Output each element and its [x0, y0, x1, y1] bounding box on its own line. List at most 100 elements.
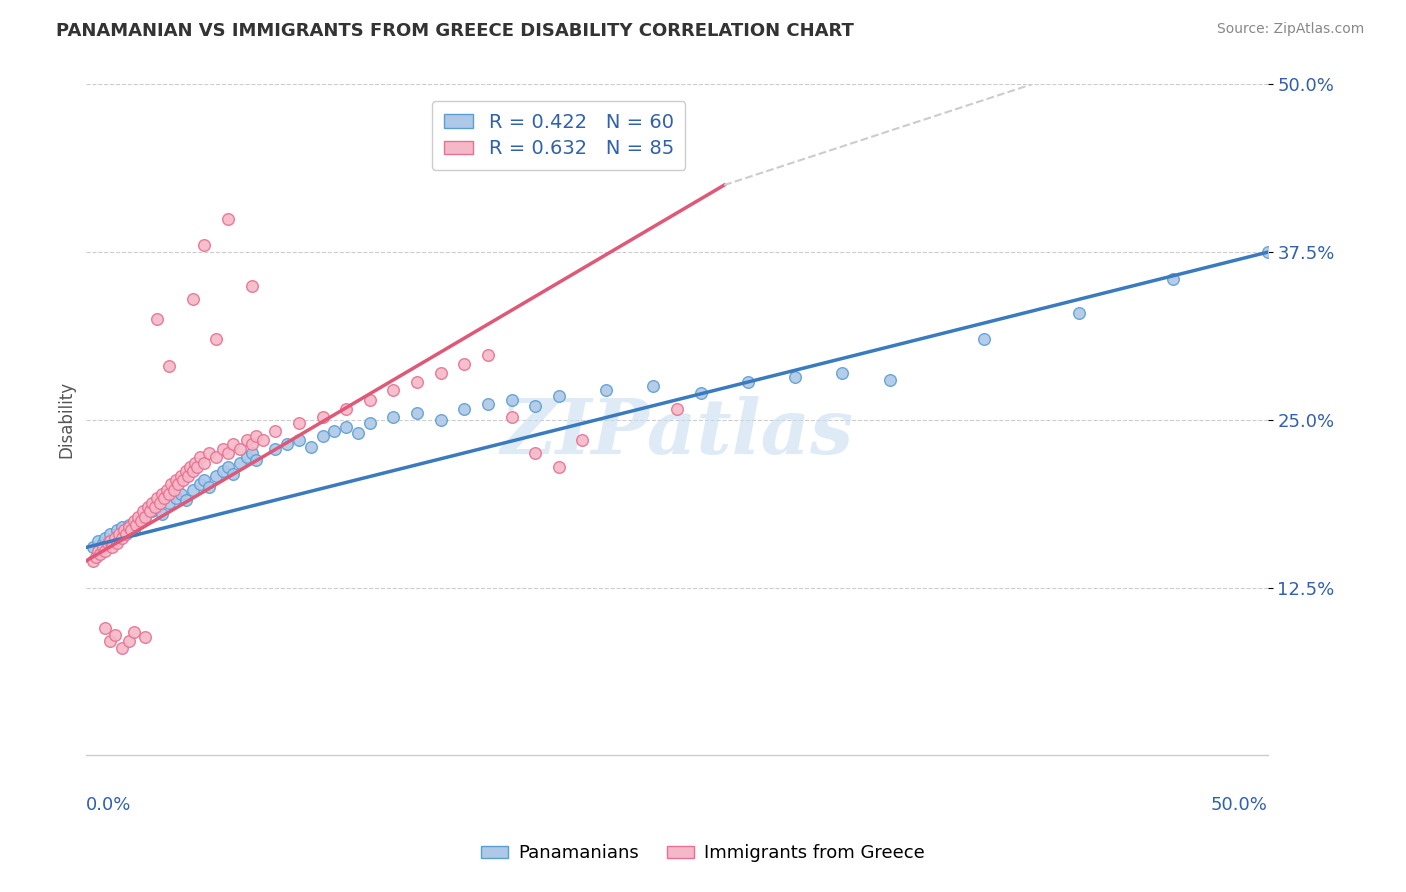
- Text: 50.0%: 50.0%: [1211, 796, 1268, 814]
- Point: [129, 514, 152, 528]
- Point: [188, 450, 211, 465]
- Point: [94, 531, 117, 545]
- Point: [146, 312, 169, 326]
- Point: [139, 504, 162, 518]
- Point: [150, 486, 173, 500]
- Point: [91, 541, 114, 555]
- Text: Source: ZipAtlas.com: Source: ZipAtlas.com: [1216, 22, 1364, 37]
- Point: [205, 332, 228, 346]
- Point: [595, 384, 617, 398]
- Point: [547, 459, 569, 474]
- Point: [382, 384, 405, 398]
- Point: [501, 410, 523, 425]
- Point: [222, 467, 245, 481]
- Point: [118, 517, 141, 532]
- Point: [148, 496, 170, 510]
- Point: [122, 624, 145, 639]
- Point: [127, 514, 149, 528]
- Point: [179, 459, 201, 474]
- Point: [112, 527, 135, 541]
- Point: [229, 442, 252, 457]
- Point: [156, 483, 179, 497]
- Point: [547, 389, 569, 403]
- Point: [222, 437, 245, 451]
- Point: [101, 541, 124, 555]
- Point: [973, 332, 995, 346]
- Point: [335, 402, 357, 417]
- Point: [153, 491, 176, 505]
- Point: [82, 554, 104, 568]
- Point: [453, 402, 475, 417]
- Point: [193, 456, 215, 470]
- Point: [108, 527, 131, 541]
- Point: [136, 500, 159, 515]
- Point: [212, 442, 235, 457]
- Point: [229, 456, 252, 470]
- Legend: R = 0.422   N = 60, R = 0.632   N = 85: R = 0.422 N = 60, R = 0.632 N = 85: [432, 101, 686, 170]
- Point: [188, 477, 211, 491]
- Text: ZIPatlas: ZIPatlas: [501, 396, 853, 470]
- Point: [104, 627, 127, 641]
- Point: [84, 549, 107, 564]
- Point: [111, 640, 134, 655]
- Point: [165, 491, 187, 505]
- Point: [132, 504, 155, 518]
- Point: [501, 392, 523, 407]
- Point: [359, 392, 381, 407]
- Point: [146, 500, 169, 515]
- Point: [122, 514, 145, 528]
- Point: [785, 370, 807, 384]
- Point: [89, 547, 111, 561]
- Point: [264, 424, 287, 438]
- Point: [335, 419, 357, 434]
- Point: [359, 416, 381, 430]
- Point: [276, 437, 298, 451]
- Point: [205, 469, 228, 483]
- Point: [94, 621, 117, 635]
- Point: [141, 504, 163, 518]
- Point: [105, 523, 128, 537]
- Point: [184, 456, 207, 470]
- Point: [198, 480, 221, 494]
- Point: [118, 520, 141, 534]
- Point: [134, 509, 156, 524]
- Point: [240, 437, 263, 451]
- Point: [181, 483, 204, 497]
- Point: [118, 634, 141, 648]
- Point: [205, 450, 228, 465]
- Point: [146, 491, 169, 505]
- Point: [98, 634, 121, 648]
- Point: [737, 376, 759, 390]
- Point: [524, 400, 547, 414]
- Point: [406, 406, 429, 420]
- Point: [193, 238, 215, 252]
- Point: [831, 366, 853, 380]
- Point: [82, 541, 104, 555]
- Point: [127, 509, 149, 524]
- Point: [125, 517, 148, 532]
- Point: [120, 523, 142, 537]
- Point: [94, 544, 117, 558]
- Point: [245, 429, 267, 443]
- Point: [163, 483, 186, 497]
- Point: [157, 359, 180, 374]
- Point: [217, 446, 239, 460]
- Point: [134, 509, 156, 524]
- Point: [165, 473, 187, 487]
- Text: 0.0%: 0.0%: [86, 796, 132, 814]
- Point: [879, 373, 901, 387]
- Point: [87, 533, 110, 548]
- Point: [217, 211, 239, 226]
- Point: [104, 533, 127, 548]
- Point: [141, 496, 163, 510]
- Point: [382, 410, 405, 425]
- Point: [240, 446, 263, 460]
- Point: [105, 536, 128, 550]
- Point: [174, 493, 197, 508]
- Point: [236, 433, 259, 447]
- Point: [1067, 305, 1090, 319]
- Point: [112, 523, 135, 537]
- Point: [157, 496, 180, 510]
- Point: [406, 376, 429, 390]
- Point: [453, 357, 475, 371]
